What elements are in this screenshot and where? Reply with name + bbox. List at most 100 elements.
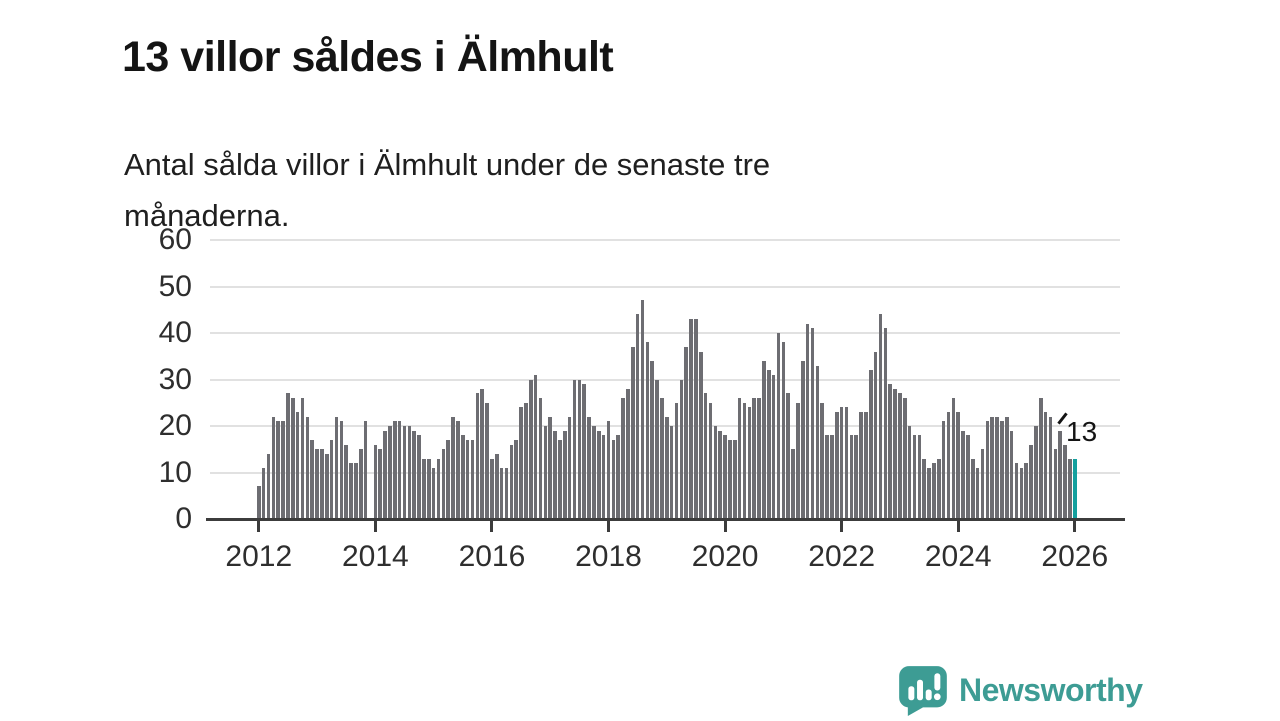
bar xyxy=(616,435,621,519)
bar xyxy=(835,412,839,519)
y-gridline xyxy=(210,378,1120,381)
bar xyxy=(893,388,897,519)
bar xyxy=(422,458,426,519)
bar xyxy=(805,323,810,519)
x-axis-line xyxy=(206,518,1125,521)
bar xyxy=(334,416,339,519)
bar xyxy=(825,435,829,519)
y-axis-label: 20 xyxy=(158,409,192,442)
newsworthy-logo: Newsworthy xyxy=(897,663,1143,717)
bar xyxy=(985,421,990,519)
bar xyxy=(451,416,455,519)
bar xyxy=(538,398,543,519)
x-axis-label: 2026 xyxy=(1041,540,1109,573)
bar xyxy=(291,398,295,519)
bar xyxy=(436,458,441,519)
x-axis-tick xyxy=(1073,521,1077,532)
x-axis-tick xyxy=(840,521,844,532)
bar xyxy=(407,426,412,519)
bar xyxy=(563,430,567,519)
bar xyxy=(329,439,334,519)
bar xyxy=(354,463,358,519)
bar xyxy=(393,421,397,519)
bar xyxy=(878,314,883,519)
y-axis-label: 60 xyxy=(158,223,192,256)
bar xyxy=(864,412,868,519)
y-axis-label: 30 xyxy=(158,362,192,396)
bar xyxy=(660,398,664,519)
bar xyxy=(621,398,625,519)
bar xyxy=(665,416,669,519)
bar xyxy=(859,412,863,519)
bar xyxy=(961,430,965,519)
bar xyxy=(271,416,276,519)
y-axis-label: 10 xyxy=(158,455,192,489)
bar xyxy=(461,435,465,519)
bar xyxy=(679,379,684,519)
bar xyxy=(305,416,310,519)
bar xyxy=(582,384,587,519)
x-axis-tick xyxy=(257,521,261,532)
x-axis-tick xyxy=(490,521,494,532)
bar xyxy=(733,439,737,519)
bar xyxy=(1009,430,1014,519)
bar xyxy=(932,463,936,519)
bar xyxy=(815,365,820,519)
bar xyxy=(708,402,713,519)
bar xyxy=(558,439,562,519)
x-axis-label: 2018 xyxy=(575,540,642,573)
y-axis-label: 0 xyxy=(175,502,192,535)
bar xyxy=(655,379,659,519)
bar xyxy=(713,426,718,519)
bar xyxy=(281,421,285,519)
bar xyxy=(966,435,970,519)
bar xyxy=(611,439,616,519)
bar xyxy=(631,346,635,519)
chart-subtitle: Antal sålda villor i Älmhult under de se… xyxy=(124,147,771,234)
bar xyxy=(1024,463,1029,519)
bar xyxy=(752,398,757,519)
bar xyxy=(650,360,655,519)
bar xyxy=(723,435,727,519)
bar xyxy=(412,430,417,519)
bar xyxy=(645,342,650,519)
bar xyxy=(1029,444,1033,519)
bar xyxy=(796,402,800,519)
bar xyxy=(490,458,494,519)
bar xyxy=(543,426,548,519)
bar xyxy=(1048,416,1053,519)
bar xyxy=(349,463,353,519)
bar xyxy=(276,421,281,519)
highlight-bar xyxy=(1073,458,1077,519)
bar xyxy=(577,379,582,519)
bar xyxy=(640,300,645,519)
bar xyxy=(917,435,922,519)
x-axis-label: 2024 xyxy=(924,540,992,573)
x-axis-label: 2014 xyxy=(341,540,409,573)
bar xyxy=(606,421,611,519)
bar xyxy=(791,449,795,519)
bar xyxy=(1000,421,1004,519)
value-annotation: 13 xyxy=(1066,416,1098,447)
bar xyxy=(1068,458,1072,519)
bar xyxy=(1063,444,1067,519)
bar xyxy=(975,467,980,519)
bar xyxy=(524,402,528,519)
x-axis-label: 2016 xyxy=(458,540,526,573)
bar xyxy=(431,467,436,519)
bar xyxy=(315,449,319,519)
bar xyxy=(495,453,499,519)
bar xyxy=(383,430,387,519)
bar xyxy=(470,439,475,519)
bar xyxy=(781,342,786,519)
bar xyxy=(937,458,941,519)
bar xyxy=(567,416,572,519)
bar xyxy=(747,407,752,519)
bar xyxy=(844,407,849,519)
bar xyxy=(485,402,489,519)
bar xyxy=(587,416,591,519)
bar xyxy=(441,449,446,519)
bar xyxy=(601,435,606,519)
page-title: 13 villor såldes i Älmhult xyxy=(122,32,614,81)
